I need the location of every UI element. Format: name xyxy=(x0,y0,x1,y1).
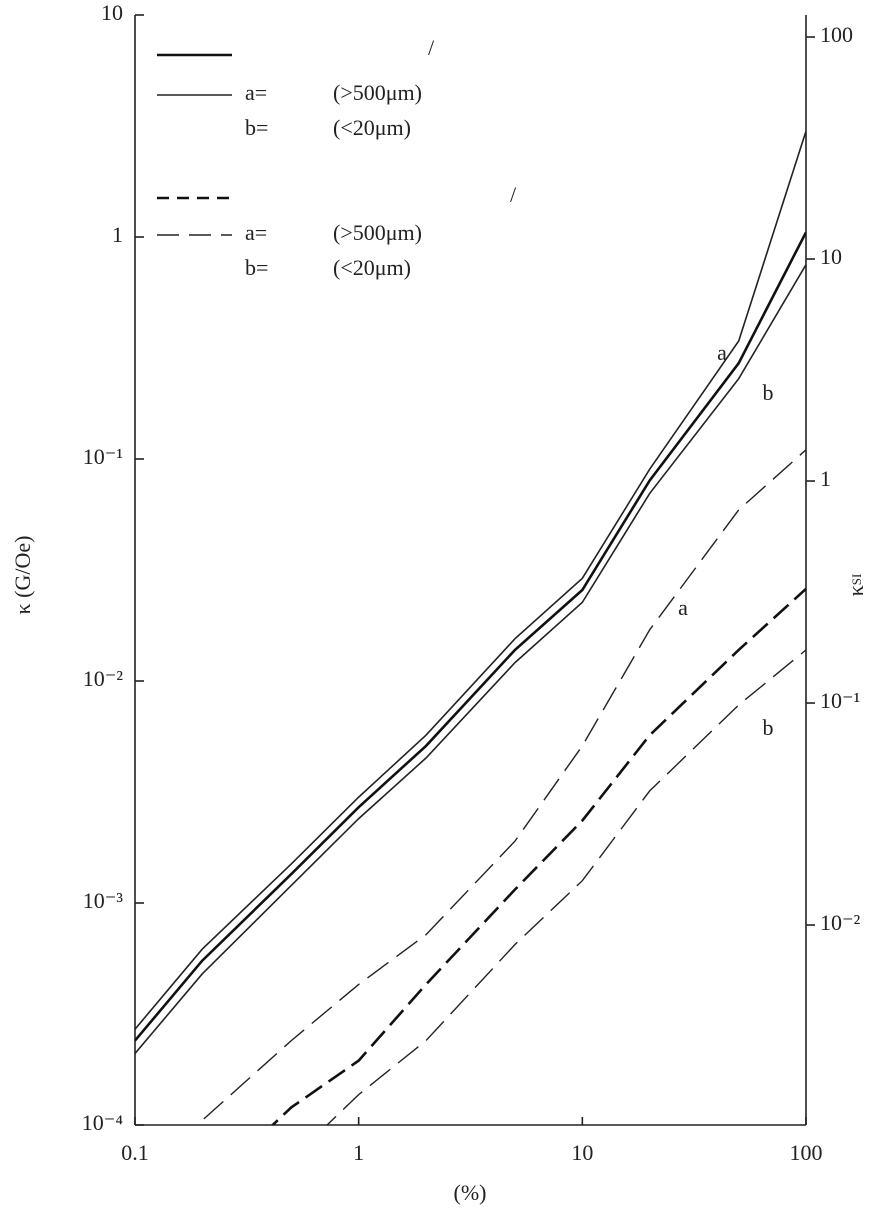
y-axis-label: κ (G/Oe) xyxy=(10,536,35,615)
series-line xyxy=(135,231,806,1042)
annotation: (>500μm) xyxy=(333,220,422,245)
annotation: (<20μm) xyxy=(333,255,411,280)
annotation: a xyxy=(717,340,727,365)
annotation: (>500μm) xyxy=(333,80,422,105)
plot-area xyxy=(135,130,806,1125)
y2-axis-label-main: κ xyxy=(843,585,868,596)
y2-tick-label: 100 xyxy=(820,22,853,47)
y2-axis-label-sub: SI xyxy=(849,574,864,586)
annotation: b= xyxy=(245,255,268,280)
y2-axis-label: κSI xyxy=(843,574,868,597)
y-tick-label: 10⁻² xyxy=(83,666,124,691)
annotation: a xyxy=(678,595,688,620)
y-tick-label: 10 xyxy=(101,0,123,25)
y2-tick-label: 10⁻¹ xyxy=(820,688,860,713)
annotation: a= xyxy=(245,220,267,245)
annotation: a= xyxy=(245,80,267,105)
y-tick-label: 10⁻¹ xyxy=(83,444,123,469)
annotation: b= xyxy=(245,115,268,140)
series-line xyxy=(135,264,806,1055)
annotation: (<20μm) xyxy=(333,115,411,140)
x-tick-label: 0.1 xyxy=(121,1140,149,1165)
series-line xyxy=(326,649,806,1125)
x-tick-label: 100 xyxy=(790,1140,823,1165)
annotation: / xyxy=(510,182,517,207)
annotation: b xyxy=(763,380,774,405)
x-axis-label: (%) xyxy=(454,1180,487,1205)
y-tick-label: 1 xyxy=(112,222,123,247)
series-line xyxy=(270,587,806,1125)
y2-tick-label: 10⁻² xyxy=(820,910,861,935)
y2-tick-label: 10 xyxy=(820,244,842,269)
series-line xyxy=(197,449,806,1125)
x-tick-label: 1 xyxy=(353,1140,364,1165)
x-tick-label: 10 xyxy=(571,1140,593,1165)
annotation: b xyxy=(763,715,774,740)
annotation: / xyxy=(428,35,435,60)
y2-tick-label: 1 xyxy=(820,466,831,491)
series-line xyxy=(135,130,806,1030)
y-tick-label: 10⁻³ xyxy=(83,888,124,913)
y-tick-label: 10⁻⁴ xyxy=(82,1110,124,1135)
